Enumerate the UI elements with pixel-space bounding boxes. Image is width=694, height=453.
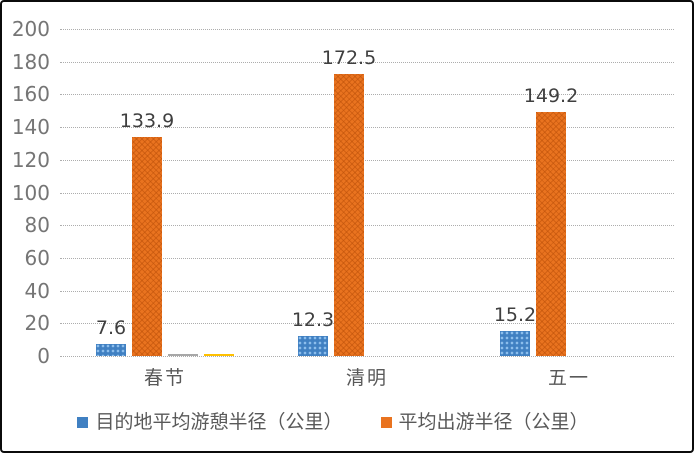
- legend-item-1: 平均出游半径（公里）: [380, 410, 589, 434]
- bar-series1-category0: [132, 137, 162, 356]
- legend-color-swatch: [380, 416, 392, 428]
- bar-value-label: 149.2: [523, 85, 579, 107]
- chart-legend: 目的地平均游憩半径（公里） 平均出游半径（公里）: [2, 409, 678, 435]
- bar-series1-category1: [334, 74, 364, 356]
- gridline-y-160: [60, 94, 674, 95]
- y-axis-tick-label-40: 40: [24, 279, 50, 303]
- bar-value-label: 133.9: [119, 110, 175, 132]
- gridline-y-40: [60, 291, 674, 292]
- y-axis-tick-label-160: 160: [11, 82, 50, 106]
- bar-value-label: 15.2: [493, 304, 537, 326]
- legend-item-label: 平均出游半径（公里）: [398, 411, 589, 433]
- gridline-y-180: [60, 62, 674, 63]
- category-label-2: 五一: [547, 367, 590, 389]
- gridline-y-200: [60, 29, 674, 30]
- category-label-0: 春节: [143, 367, 186, 389]
- gridline-y-20: [60, 323, 674, 324]
- legend-item-label: 目的地平均游憩半径（公里）: [95, 411, 343, 433]
- gridline-y-140: [60, 127, 674, 128]
- bar-series0-category1: [298, 336, 328, 356]
- y-axis-tick-label-80: 80: [24, 213, 50, 237]
- category-label-1: 清明: [345, 367, 388, 389]
- y-axis-tick-label-0: 0: [37, 344, 50, 368]
- bar-series2-category0: [168, 354, 198, 356]
- y-axis-tick-label-200: 200: [11, 17, 50, 41]
- bar-value-label: 172.5: [321, 47, 377, 69]
- legend-item-0: 目的地平均游憩半径（公里）: [77, 410, 343, 434]
- y-axis-tick-label-140: 140: [11, 115, 50, 139]
- y-axis-tick-label-120: 120: [11, 148, 50, 172]
- y-axis-tick-label-180: 180: [11, 50, 50, 74]
- gridline-y-120: [60, 160, 674, 161]
- bar-value-label: 7.6: [95, 317, 127, 339]
- bar-series1-category2: [536, 112, 566, 356]
- gridline-y-60: [60, 258, 674, 259]
- gridline-y-80: [60, 225, 674, 226]
- gridline-y-100: [60, 193, 674, 194]
- bar-series0-category0: [96, 344, 126, 356]
- bar-series3-category0: [204, 354, 234, 356]
- bar-value-label: 12.3: [291, 309, 335, 331]
- y-axis-tick-label-20: 20: [24, 311, 50, 335]
- gridline-y-0: [60, 356, 674, 357]
- bar-series0-category2: [500, 331, 530, 356]
- y-axis-tick-label-100: 100: [11, 181, 50, 205]
- legend-color-swatch: [77, 416, 89, 428]
- y-axis-tick-label-60: 60: [24, 246, 50, 270]
